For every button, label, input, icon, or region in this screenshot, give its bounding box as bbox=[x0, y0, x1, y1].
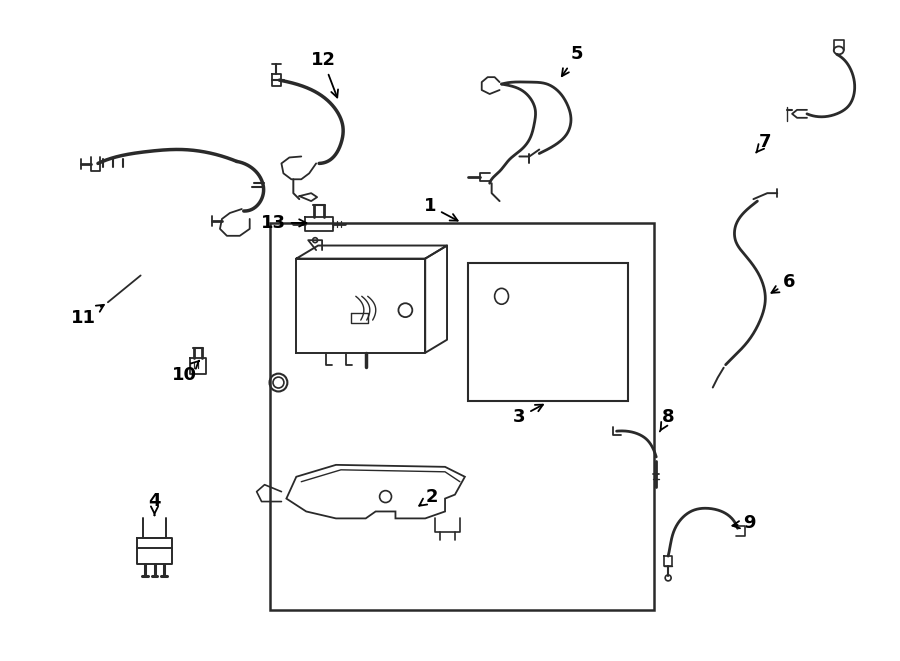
Text: 13: 13 bbox=[261, 214, 306, 232]
Text: 1: 1 bbox=[424, 197, 458, 221]
Text: 6: 6 bbox=[771, 274, 796, 293]
Text: 12: 12 bbox=[310, 52, 338, 97]
Text: 9: 9 bbox=[733, 514, 756, 532]
Bar bbox=[468, 262, 628, 401]
Text: 4: 4 bbox=[148, 492, 161, 515]
Text: 3: 3 bbox=[513, 405, 543, 426]
Text: 11: 11 bbox=[70, 305, 104, 327]
Text: 8: 8 bbox=[660, 408, 674, 432]
Text: 7: 7 bbox=[756, 133, 771, 153]
Bar bbox=[269, 223, 654, 609]
Text: 2: 2 bbox=[419, 488, 438, 506]
Text: 10: 10 bbox=[172, 361, 199, 383]
Text: 5: 5 bbox=[562, 46, 583, 76]
